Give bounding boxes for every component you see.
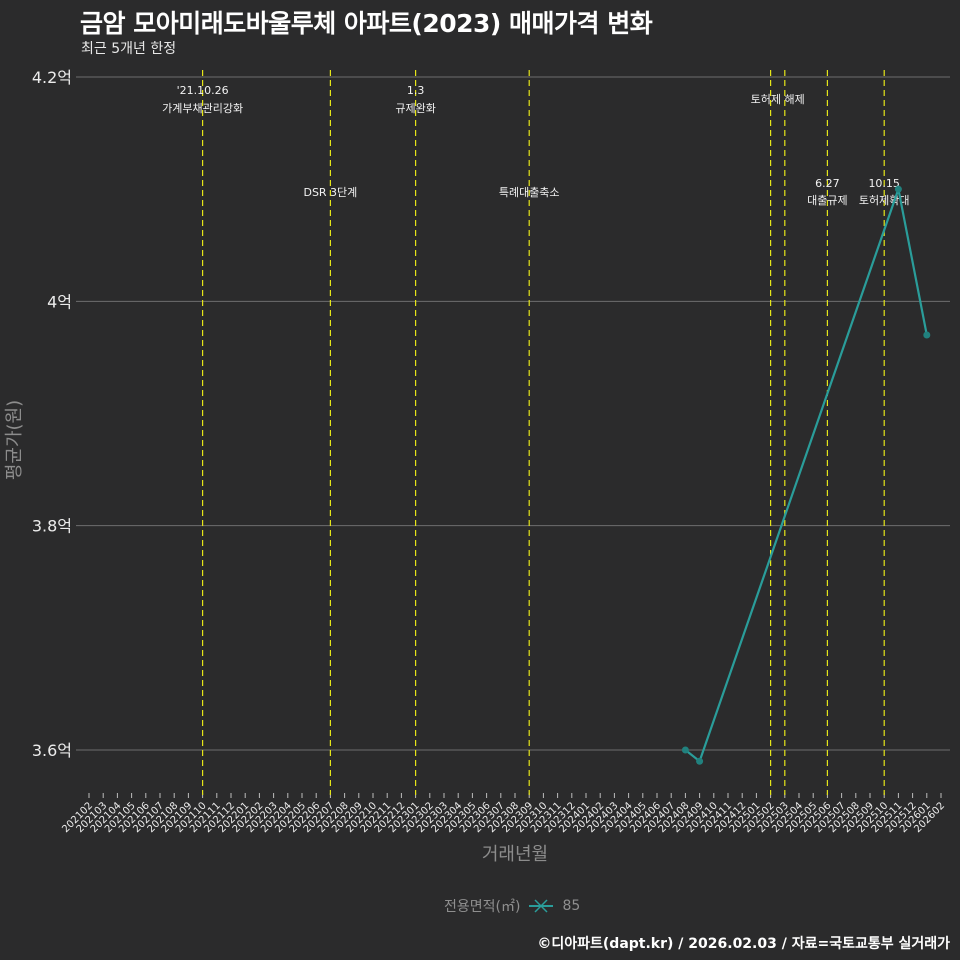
event-label: 가계부채관리강화 <box>162 102 243 115</box>
data-point <box>923 331 931 339</box>
y-tick-label: 3.6억 <box>32 741 72 760</box>
event-date-label: 10.15 <box>868 177 900 190</box>
y-axis: 3.6억 3.8억 4억 4.2억 <box>32 68 72 760</box>
y-tick-label: 3.8억 <box>32 517 72 536</box>
event-label: 규제완화 <box>395 102 435 115</box>
data-point <box>696 757 704 765</box>
event-label: 특례대출축소 <box>499 186 560 199</box>
y-tick-label: 4.2억 <box>32 68 72 87</box>
event-date-label: '21.10.26 <box>177 84 229 97</box>
data-point <box>681 746 689 754</box>
event-label: 토허제 해제 <box>751 92 805 106</box>
chart-title: 금암 모아미래도바울루체 아파트(2023) 매매가격 변화 <box>80 9 653 38</box>
data-point <box>894 185 902 193</box>
y-axis-title: 평균가(원) <box>4 400 25 480</box>
legend: 전용면적(㎡) 85 <box>444 896 580 916</box>
x-axis: 2021022021032021042021052021062021072021… <box>60 793 947 835</box>
event-label: 대출규제 <box>807 194 847 207</box>
event-label: 토허제확대 <box>859 194 910 207</box>
event-date-label: 6.27 <box>815 177 840 190</box>
source-caption: ©디아파트(dapt.kr) / 2026.02.03 / 자료=국토교통부 실… <box>537 936 950 952</box>
series-line <box>684 184 928 764</box>
legend-item-label: 85 <box>562 898 581 914</box>
event-label: DSR 3단계 <box>303 186 357 199</box>
chart-subtitle: 최근 5개년 한정 <box>81 41 177 57</box>
legend-key-icon <box>528 898 554 914</box>
data-series <box>681 184 931 765</box>
legend-title: 전용면적(㎡) <box>444 899 521 915</box>
event-date-label: 1.3 <box>407 84 425 97</box>
y-tick-label: 4억 <box>47 292 72 311</box>
gridlines <box>76 76 950 751</box>
x-axis-title: 거래년월 <box>482 844 548 865</box>
